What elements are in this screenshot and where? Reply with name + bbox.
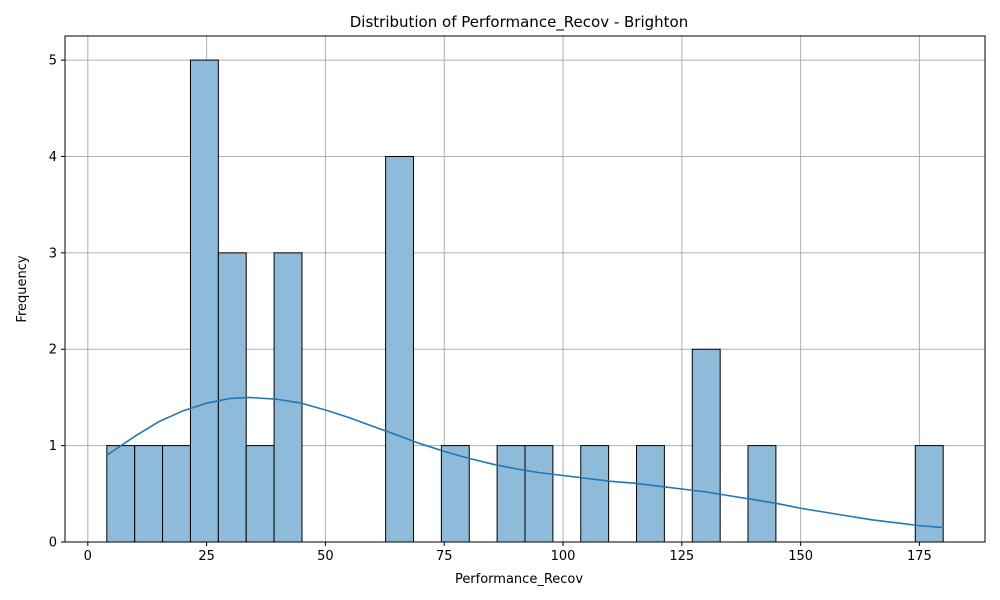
x-tick-label: 150 (788, 549, 813, 564)
x-tick-label: 125 (669, 549, 694, 564)
y-tick-label: 3 (49, 246, 57, 261)
y-axis-ticks: 0 1 2 3 4 5 (49, 54, 65, 551)
y-tick-label: 4 (49, 150, 57, 165)
histogram-bar (189, 59, 219, 543)
histogram-bar (134, 445, 164, 543)
histogram-bar (747, 445, 777, 543)
histogram-bar (245, 445, 275, 543)
x-tick-label: 175 (907, 549, 932, 564)
histogram-bar (496, 445, 526, 543)
histogram-bar (580, 445, 610, 543)
y-tick-label: 0 (49, 536, 57, 551)
histogram-bar (385, 155, 414, 543)
kde-curve (106, 396, 944, 529)
x-tick-label: 100 (551, 549, 576, 564)
plot-frame (64, 35, 986, 543)
histogram-bar (162, 445, 191, 543)
x-tick-label: 25 (198, 549, 215, 564)
histogram-bar (440, 445, 470, 543)
x-axis-ticks: 0 25 50 75 100 125 150 175 (84, 542, 932, 564)
kde-line (106, 396, 944, 529)
y-axis-label: Frequency (15, 255, 30, 322)
y-tick-label: 2 (49, 343, 57, 358)
chart-title: Distribution of Performance_Recov - Brig… (350, 13, 689, 32)
histogram-bar (636, 445, 665, 543)
x-tick-label: 50 (317, 549, 334, 564)
histogram-bar (524, 445, 554, 543)
histogram-bar (273, 252, 303, 543)
histogram-bar (691, 348, 721, 543)
x-tick-label: 75 (436, 549, 453, 564)
x-axis-label: Performance_Recov (455, 572, 583, 587)
y-tick-label: 1 (49, 439, 57, 454)
histogram-bar (106, 445, 136, 543)
x-tick-label: 0 (84, 549, 92, 564)
histogram-bars (106, 59, 944, 543)
y-tick-label: 5 (49, 54, 57, 69)
